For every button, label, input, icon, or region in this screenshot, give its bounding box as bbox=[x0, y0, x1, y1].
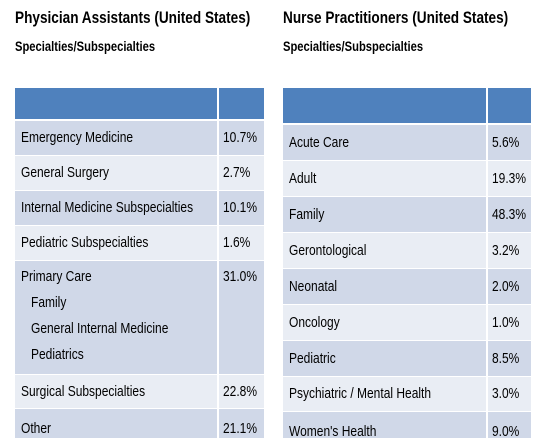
row-label: Family bbox=[289, 205, 325, 223]
row-label: Internal Medicine Subspecialties bbox=[21, 199, 194, 216]
row-cell bbox=[15, 409, 217, 438]
row-cell bbox=[219, 375, 264, 408]
sub-item: Pediatrics bbox=[31, 346, 84, 363]
row-cell bbox=[283, 125, 486, 160]
row-value: 2.7% bbox=[223, 164, 251, 181]
row-value: 1.6% bbox=[223, 234, 251, 251]
row-label: Psychiatric / Mental Health bbox=[289, 385, 432, 402]
row-label: Pediatric Subspecialties bbox=[21, 234, 149, 251]
row-value: 48.3% bbox=[492, 205, 527, 223]
row-value: 22.8% bbox=[223, 382, 258, 400]
row-cell bbox=[15, 191, 217, 225]
row-cell bbox=[488, 233, 531, 268]
row-cell bbox=[219, 156, 264, 190]
row-cell bbox=[219, 226, 264, 260]
row-cell bbox=[488, 412, 531, 438]
row-cell bbox=[283, 269, 486, 304]
header-row bbox=[15, 88, 217, 119]
row-cell bbox=[283, 197, 486, 232]
row-value: 10.7% bbox=[223, 129, 258, 146]
row-label: Women's Health bbox=[289, 423, 377, 438]
row-cell bbox=[488, 305, 531, 340]
row-value: 3.0% bbox=[492, 385, 520, 402]
row-value: 2.0% bbox=[492, 277, 520, 295]
row-cell bbox=[283, 341, 486, 376]
row-cell bbox=[15, 375, 217, 408]
row-value: 5.6% bbox=[492, 133, 520, 151]
table-subtitle: Specialties/Subspecialties bbox=[283, 38, 424, 54]
row-label: Neonatal bbox=[289, 277, 338, 295]
row-cell bbox=[219, 191, 264, 225]
row-value: 9.0% bbox=[492, 423, 520, 438]
header-cell bbox=[488, 88, 531, 123]
row-value: 19.3% bbox=[492, 169, 527, 187]
row-cell bbox=[15, 156, 217, 190]
row-cell bbox=[488, 161, 531, 196]
row-cell bbox=[488, 377, 531, 411]
row-cell bbox=[488, 125, 531, 160]
row-label: Other bbox=[21, 420, 52, 437]
row-label: General Surgery bbox=[21, 164, 110, 181]
row-label: Emergency Medicine bbox=[21, 129, 134, 146]
row-cell bbox=[219, 409, 264, 438]
row-cell bbox=[15, 261, 217, 374]
row-value: 1.0% bbox=[492, 313, 520, 331]
row-label: Oncology bbox=[289, 313, 340, 331]
row-value: 8.5% bbox=[492, 349, 520, 367]
row-cell bbox=[488, 269, 531, 304]
row-cell bbox=[283, 233, 486, 268]
header-row bbox=[283, 88, 486, 123]
row-cell bbox=[488, 341, 531, 376]
row-cell bbox=[15, 121, 217, 155]
row-value: 3.2% bbox=[492, 241, 520, 259]
table-subtitle: Specialties/Subspecialties bbox=[15, 38, 156, 54]
sub-item: Family bbox=[31, 294, 67, 311]
row-cell bbox=[488, 197, 531, 232]
sub-item: General Internal Medicine bbox=[31, 320, 169, 337]
row-cell bbox=[283, 412, 486, 438]
row-value: 21.1% bbox=[223, 420, 258, 437]
row-value: 10.1% bbox=[223, 199, 258, 216]
row-label: Adult bbox=[289, 169, 317, 187]
row-cell bbox=[219, 261, 264, 374]
row-cell bbox=[283, 305, 486, 340]
row-cell bbox=[219, 121, 264, 155]
row-label: Gerontological bbox=[289, 241, 367, 259]
row-cell bbox=[283, 377, 486, 411]
row-label: Pediatric bbox=[289, 349, 336, 367]
row-cell bbox=[15, 226, 217, 260]
table-title: Physician Assistants (United States) bbox=[15, 8, 251, 27]
row-label: Primary Care bbox=[21, 268, 92, 285]
row-cell bbox=[283, 161, 486, 196]
row-label: Acute Care bbox=[289, 133, 350, 151]
row-value: 31.0% bbox=[223, 268, 258, 285]
table-title: Nurse Practitioners (United States) bbox=[283, 8, 509, 27]
header-cell bbox=[219, 88, 264, 119]
row-label: Surgical Subspecialties bbox=[21, 382, 146, 400]
